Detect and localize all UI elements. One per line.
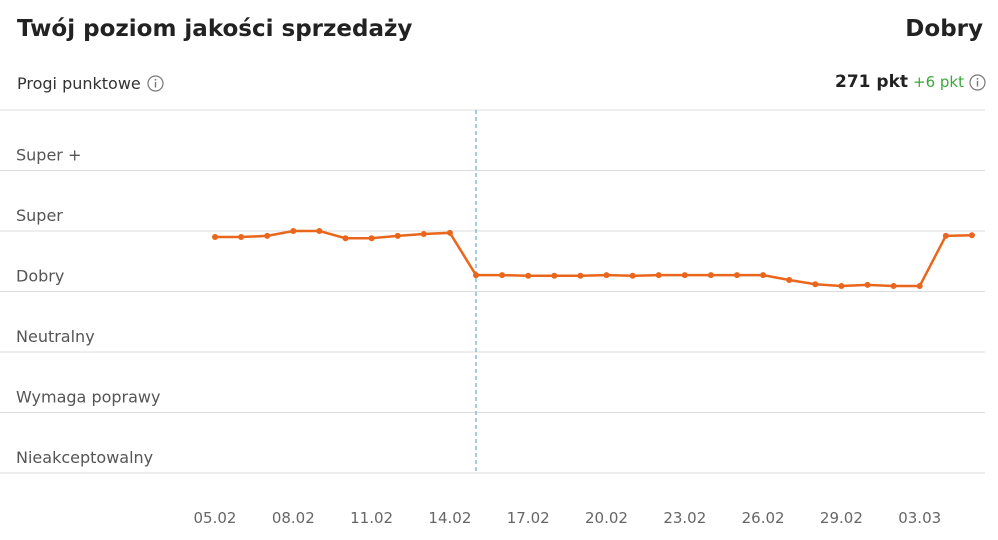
score-points: 271 pkt bbox=[835, 72, 909, 92]
info-icon[interactable] bbox=[147, 75, 164, 92]
x-tick-label: 29.02 bbox=[820, 509, 863, 527]
x-tick-label: 20.02 bbox=[585, 509, 628, 527]
data-point bbox=[342, 235, 349, 242]
y-band-label: Nieakceptowalny bbox=[16, 448, 153, 467]
data-point bbox=[525, 272, 532, 279]
data-point bbox=[290, 228, 297, 234]
y-band-label: Wymaga poprawy bbox=[16, 388, 160, 407]
data-point bbox=[968, 232, 975, 239]
x-tick-label: 14.02 bbox=[428, 509, 471, 527]
thresholds-label: Progi punktowe bbox=[17, 74, 141, 93]
x-tick-label: 23.02 bbox=[663, 509, 706, 527]
series-line bbox=[215, 229, 972, 288]
data-point bbox=[734, 272, 740, 279]
data-point bbox=[446, 229, 453, 236]
current-level: Dobry bbox=[905, 16, 983, 42]
score-delta: +6 pkt bbox=[913, 73, 964, 91]
data-point bbox=[942, 232, 949, 239]
y-band-label: Super bbox=[16, 206, 63, 225]
data-point bbox=[655, 272, 662, 279]
data-point bbox=[786, 277, 793, 284]
x-tick-label: 26.02 bbox=[742, 509, 785, 527]
data-point bbox=[890, 283, 897, 290]
data-point bbox=[473, 272, 479, 279]
data-point bbox=[420, 231, 427, 238]
info-icon[interactable] bbox=[969, 73, 986, 91]
data-point bbox=[681, 272, 688, 279]
data-point bbox=[629, 272, 636, 279]
x-tick-label: 05.02 bbox=[194, 509, 237, 527]
data-point bbox=[394, 232, 401, 239]
data-point bbox=[864, 281, 871, 288]
y-band-label: Neutralny bbox=[16, 327, 95, 346]
data-point bbox=[499, 272, 506, 279]
data-point bbox=[238, 234, 245, 241]
data-point bbox=[316, 228, 323, 234]
thresholds-link[interactable]: Progi punktowe bbox=[17, 74, 164, 93]
x-tick-label: 17.02 bbox=[507, 509, 550, 527]
x-tick-label: 11.02 bbox=[350, 509, 393, 527]
page-title: Twój poziom jakości sprzedaży bbox=[17, 16, 413, 42]
data-point bbox=[368, 235, 375, 242]
data-point bbox=[916, 283, 923, 290]
data-point bbox=[577, 272, 584, 279]
data-point bbox=[264, 232, 271, 239]
score: 271 pkt +6 pkt bbox=[835, 72, 986, 92]
data-point bbox=[551, 272, 558, 279]
data-point bbox=[760, 272, 767, 279]
x-tick-label: 08.02 bbox=[272, 509, 315, 527]
data-point bbox=[603, 272, 610, 279]
y-band-label: Dobry bbox=[16, 267, 64, 286]
x-tick-label: 03.03 bbox=[898, 509, 941, 527]
data-point bbox=[212, 234, 218, 241]
data-point bbox=[812, 281, 819, 288]
data-point bbox=[838, 283, 845, 290]
data-point bbox=[707, 272, 714, 279]
y-band-label: Super + bbox=[16, 146, 81, 165]
